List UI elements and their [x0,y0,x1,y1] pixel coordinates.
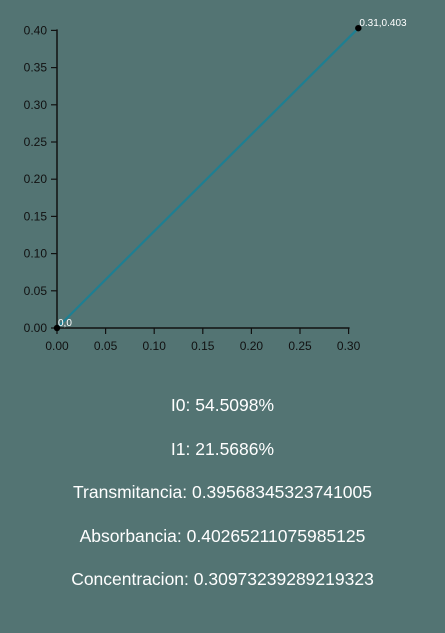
series-layer: 0,0 0.31,0.403 [53,18,407,332]
result-transmitancia: Transmitancia: 0.39568345323741005 [72,482,373,502]
y-tick-label-4: 0.20 [24,172,48,186]
result-i1: I1: 21.5686% [170,438,275,459]
calibration-chart: 0.00 0.05 0.10 0.15 0.20 0.25 0.30 0.00 0.05 0.1… [24,18,407,353]
x-tick-label-6: 0.30 [337,339,361,353]
result-absorbancia: Absorbancia: 0.40265211075985125 [79,525,366,546]
y-tick-label-3: 0.15 [24,209,48,223]
y-tick-label-8: 0.40 [24,23,48,37]
x-tick-label-2: 0.10 [143,339,167,353]
y-axis: 0.00 0.05 0.10 0.15 0.20 0.25 0.30 0.35 0.40 [24,23,58,335]
x-axis: 0.00 0.05 0.10 0.15 0.20 0.25 0.30 [45,327,361,353]
y-tick-label-5: 0.25 [24,135,48,149]
data-point-label-1: 0.31,0.403 [359,18,407,29]
data-point-1 [355,24,362,32]
result-i0: I0: 54.5098% [170,395,275,415]
y-tick-label-0: 0.00 [24,321,48,335]
x-tick-label-1: 0.05 [94,339,118,353]
results-panel: I0: 54.5098% I1: 21.5686% Transmitancia:… [0,387,445,605]
series-line-0 [56,27,360,329]
x-tick-label-5: 0.25 [288,339,312,353]
chart-svg: 0.00 0.05 0.10 0.15 0.20 0.25 0.30 0.00 0.05 0.1… [24,18,407,353]
data-point-0 [53,324,61,332]
y-tick-label-2: 0.10 [24,247,48,261]
x-tick-label-4: 0.20 [240,339,264,353]
y-tick-label-7: 0.35 [24,61,48,75]
y-tick-label-1: 0.05 [24,284,48,298]
x-tick-label-0: 0.00 [45,339,69,353]
x-tick-label-3: 0.15 [191,339,215,353]
y-tick-label-6: 0.30 [24,98,48,112]
result-concentracion: Concentracion: 0.30973239289219323 [71,569,374,589]
data-point-label-0: 0,0 [58,318,72,329]
